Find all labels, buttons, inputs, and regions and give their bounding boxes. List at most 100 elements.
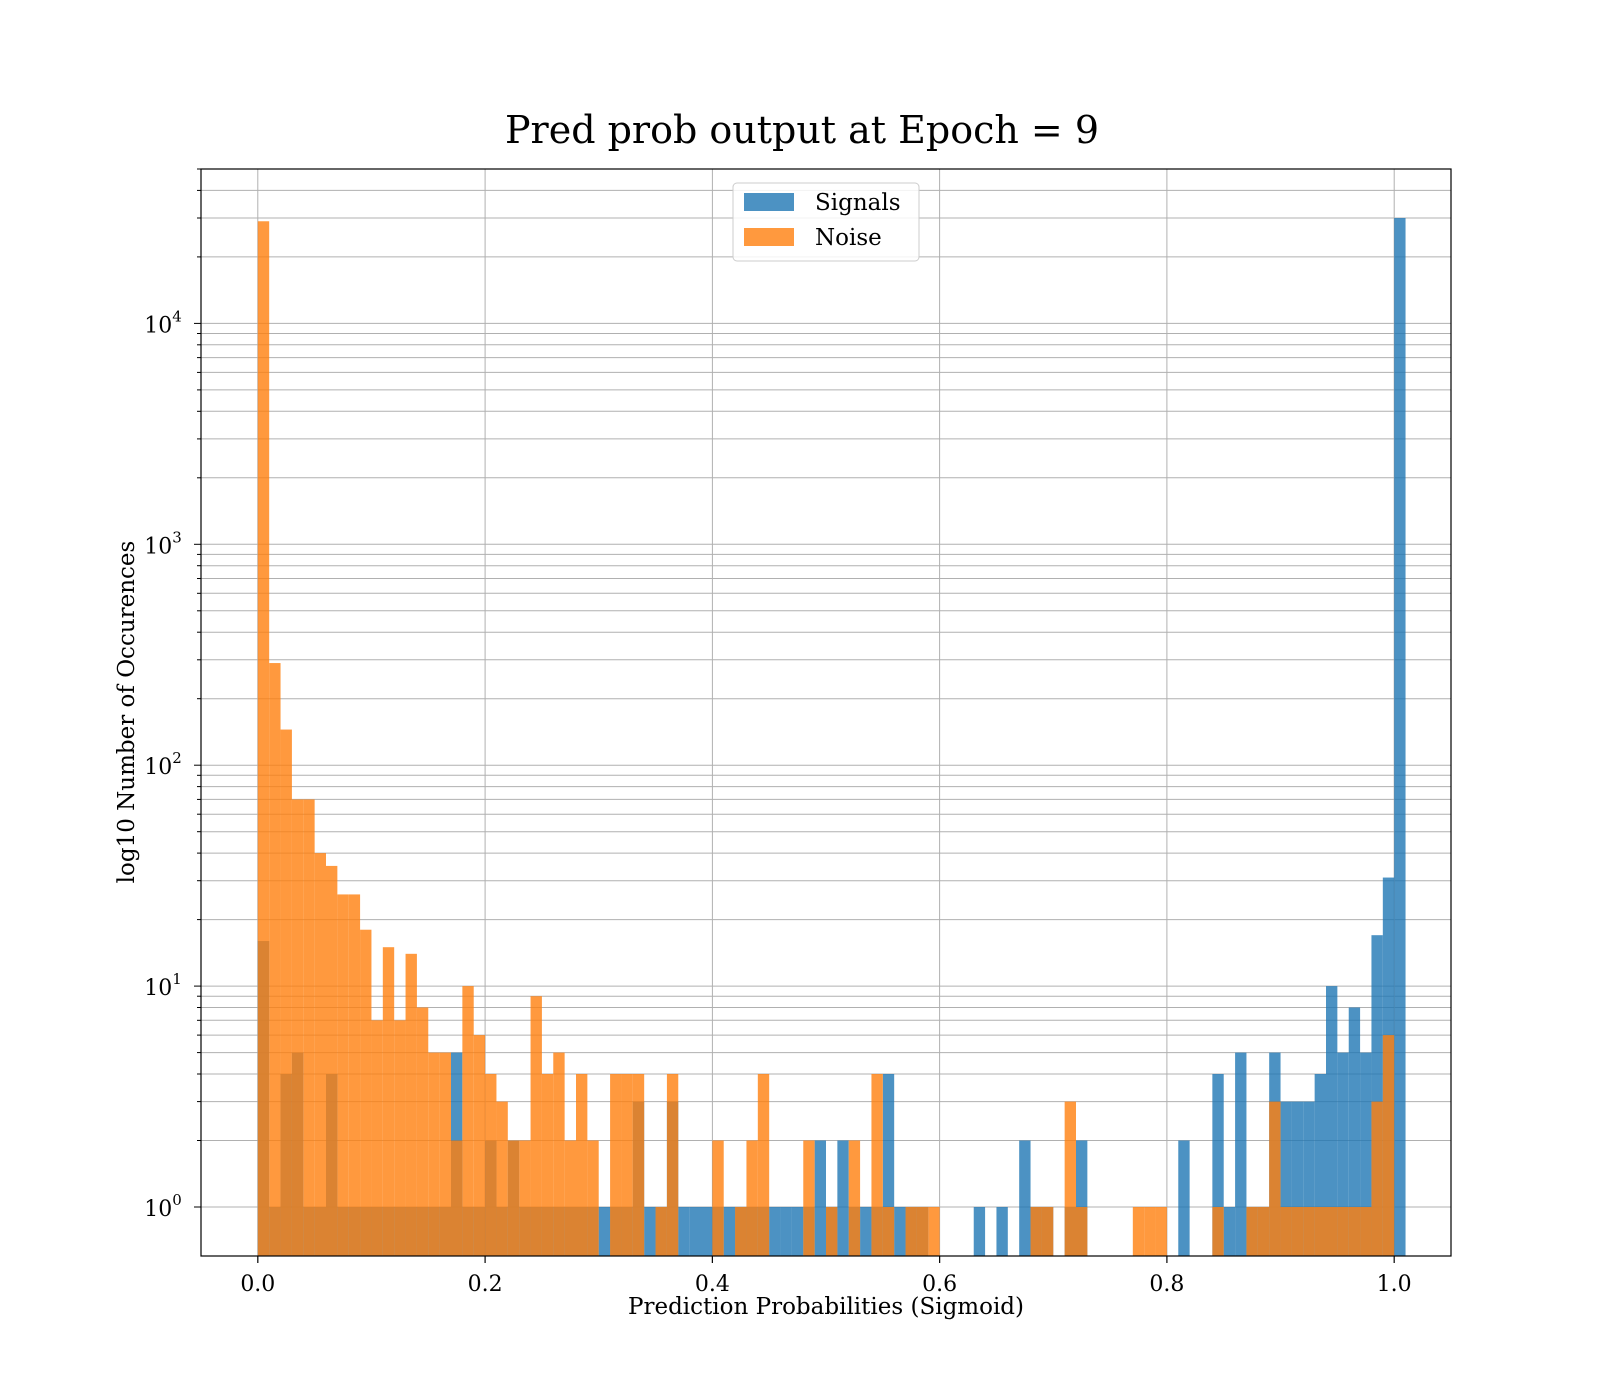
legend-label-signals: Signals [815, 190, 901, 216]
y-tick-label: 101 [144, 970, 182, 1001]
bars-layer [257, 218, 1406, 1256]
bar-noise [257, 221, 270, 1256]
bar-signals [894, 1206, 906, 1256]
bar-noise [826, 1206, 838, 1256]
bar-signals [1314, 1074, 1326, 1256]
bar-noise [371, 1020, 383, 1256]
bar-noise [553, 1052, 565, 1256]
bar-noise [1257, 1206, 1270, 1256]
bar-noise [280, 729, 292, 1256]
bar-noise [394, 1020, 406, 1256]
bar-signals [723, 1206, 736, 1256]
ticks-layer: 0.0 0.2 0.4 0.6 0.8 1.0 100 101 102 103 104 [144, 168, 1412, 1297]
bar-noise [632, 1074, 645, 1256]
bar-noise [1314, 1206, 1326, 1256]
bar-signals [1303, 1101, 1315, 1256]
bar-signals [1223, 1206, 1236, 1256]
legend: Signals Noise [732, 182, 920, 262]
bar-noise [1076, 1206, 1088, 1256]
bar-noise [1212, 1206, 1224, 1256]
bar-noise [1337, 1206, 1349, 1256]
bar-noise [337, 894, 349, 1256]
bar-noise [928, 1206, 940, 1256]
bar-noise [871, 1074, 883, 1256]
bar-noise [803, 1140, 815, 1256]
bar-noise [712, 1140, 724, 1256]
bar-signals [689, 1206, 701, 1256]
bar-noise [485, 1074, 497, 1256]
bar-noise [519, 1140, 531, 1256]
bar-signals [1178, 1140, 1190, 1256]
bar-noise [1246, 1206, 1258, 1256]
bar-signals [791, 1206, 804, 1256]
x-tick-label: 0.0 [240, 1272, 275, 1297]
bar-noise [473, 1035, 486, 1256]
bar-noise [746, 1140, 758, 1256]
bar-signals [814, 1140, 826, 1256]
bar-signals [780, 1206, 792, 1256]
series-noise [257, 221, 1395, 1256]
bar-noise [621, 1074, 633, 1256]
bar-signals [701, 1206, 713, 1256]
bar-noise [530, 996, 542, 1256]
bar-noise [348, 894, 361, 1256]
bar-signals [644, 1206, 656, 1256]
bar-noise [1064, 1101, 1076, 1256]
bar-noise [1269, 1101, 1281, 1256]
bar-signals [1076, 1140, 1088, 1256]
bar-noise [451, 1140, 463, 1256]
bar-signals [996, 1206, 1008, 1256]
bar-noise [360, 929, 372, 1256]
bar-signals [860, 1206, 872, 1256]
bar-signals [769, 1206, 781, 1256]
bar-signals [598, 1206, 611, 1256]
bar-noise [1041, 1206, 1054, 1256]
bar-signals [1291, 1101, 1304, 1256]
bar-noise [496, 1101, 508, 1256]
bar-noise [1280, 1206, 1292, 1256]
bar-noise [587, 1140, 599, 1256]
bar-noise [507, 1140, 520, 1256]
bar-noise [382, 947, 395, 1256]
y-tick-label: 100 [144, 1191, 182, 1222]
bar-noise [757, 1074, 770, 1256]
bar-noise [1371, 1101, 1383, 1256]
bar-noise [848, 1140, 861, 1256]
bar-noise [882, 1206, 895, 1256]
bar-signals [1212, 1074, 1224, 1256]
bar-signals [1235, 1052, 1247, 1256]
bar-noise [439, 1052, 451, 1256]
bar-noise [1382, 1035, 1395, 1256]
bar-signals [1360, 1052, 1372, 1256]
bar-signals [1326, 986, 1338, 1256]
bar-noise [666, 1074, 679, 1256]
bar-signals [1371, 935, 1383, 1256]
bar-noise [416, 1007, 429, 1256]
plot-frame [200, 168, 1452, 1257]
bar-noise [303, 799, 315, 1256]
legend-swatch-noise [744, 228, 794, 246]
bar-noise [610, 1074, 622, 1256]
bar-signals [1019, 1140, 1031, 1256]
bar-signals [678, 1206, 690, 1256]
bar-noise [905, 1206, 917, 1256]
bar-signals [1337, 1052, 1349, 1256]
y-tick-label: 104 [144, 307, 182, 338]
legend-swatch-signals [744, 193, 794, 211]
legend-label-noise: Noise [815, 225, 882, 251]
x-tick-label: 0.2 [468, 1272, 503, 1297]
bar-signals [882, 1074, 895, 1256]
bar-signals [1348, 1007, 1361, 1256]
bar-noise [1132, 1206, 1145, 1256]
bar-noise [269, 663, 281, 1256]
bar-noise [735, 1206, 747, 1256]
x-tick-label: 0.4 [695, 1272, 730, 1297]
bar-noise [1144, 1206, 1156, 1256]
bar-signals [1394, 218, 1406, 1256]
bar-signals [837, 1140, 849, 1256]
bar-noise [1155, 1206, 1167, 1256]
bar-noise [564, 1140, 576, 1256]
y-tick-label: 103 [144, 528, 182, 559]
bar-noise [1030, 1206, 1042, 1256]
bar-noise [1360, 1206, 1372, 1256]
